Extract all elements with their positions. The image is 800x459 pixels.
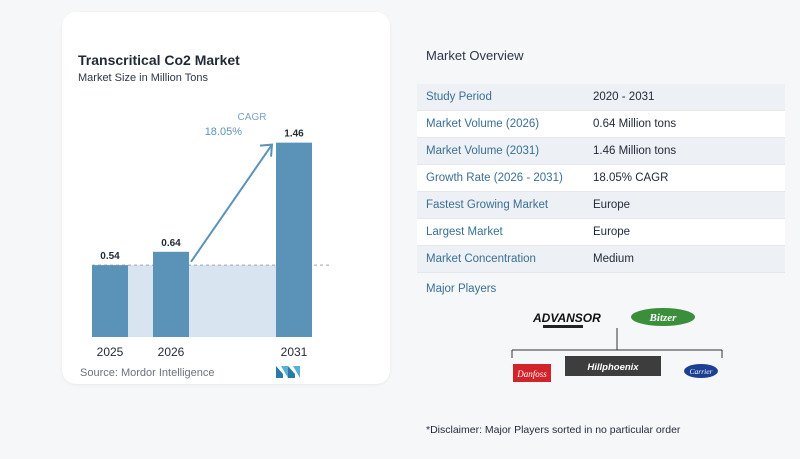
mordor-intelligence-logo-icon xyxy=(276,366,300,378)
cagr-value: 18.05% xyxy=(205,126,243,138)
x-tick-label: 2025 xyxy=(97,345,124,359)
overview-row-value: 18.05% CAGR xyxy=(593,172,669,184)
overview-row-key: Market Volume (2026) xyxy=(426,118,540,130)
overview-row-key: Study Period xyxy=(426,91,492,103)
overview-row: Growth Rate (2026 - 2031) 18.05% CAGR xyxy=(417,165,785,192)
bitzer-logo: Bitzer xyxy=(631,308,695,326)
x-tick-label: 2031 xyxy=(281,345,308,359)
danfoss-logo: Danfoss xyxy=(513,364,551,382)
bitzer-logo-text: Bitzer xyxy=(649,312,678,324)
advansor-logo-text: ADVANSOR xyxy=(532,311,601,325)
bar-2025 xyxy=(92,265,128,337)
source-note: Source: Mordor Intelligence xyxy=(80,367,215,379)
overview-title: Market Overview xyxy=(426,48,524,63)
hillphoenix-logo-text: Hillphoenix xyxy=(587,362,639,373)
cagr-arrow-head xyxy=(259,143,274,157)
bar-chart: 0.54 2025 0.64 2026 1.46 2031 CAGR 18.05% xyxy=(92,112,330,359)
x-tick-label: 2026 xyxy=(158,345,185,359)
players-title: Major Players xyxy=(426,283,497,295)
overview-row-key: Market Concentration xyxy=(426,253,536,265)
chart-subtitle: Market Size in Million Tons xyxy=(78,72,209,84)
baseline-band xyxy=(92,265,312,337)
overview-row-value: 1.46 Million tons xyxy=(593,145,677,157)
overview-row: Fastest Growing Market Europe xyxy=(417,192,785,219)
overview-row-value: Medium xyxy=(593,253,634,265)
data-label-2031: 1.46 xyxy=(284,129,304,140)
data-label-2025: 0.54 xyxy=(100,251,120,262)
data-label-2026: 0.64 xyxy=(161,238,181,249)
overview-row: Market Volume (2031) 1.46 Million tons xyxy=(417,138,785,165)
bar-2031 xyxy=(276,142,312,337)
overview-row: Market Volume (2026) 0.64 Million tons xyxy=(417,111,785,138)
bar-2026 xyxy=(153,251,189,337)
overview-row: Market Concentration Medium xyxy=(417,246,785,273)
advansor-logo: ADVANSOR xyxy=(532,311,601,328)
overview-row-key: Fastest Growing Market xyxy=(426,199,549,211)
overview-row: Study Period 2020 - 2031 xyxy=(417,84,785,111)
overview-row-value: 2020 - 2031 xyxy=(593,91,655,103)
overview-row-value: 0.64 Million tons xyxy=(593,118,677,130)
overview-row-key: Market Volume (2031) xyxy=(426,145,540,157)
overview-row-value: Europe xyxy=(593,199,631,211)
chart-title: Transcritical Co2 Market xyxy=(78,52,240,68)
carrier-logo: Carrier xyxy=(684,364,718,378)
overview-row-key: Growth Rate (2026 - 2031) xyxy=(426,172,563,184)
carrier-logo-text: Carrier xyxy=(690,367,713,376)
overview-row-key: Largest Market xyxy=(426,226,503,238)
hillphoenix-logo: Hillphoenix xyxy=(565,356,661,376)
cagr-arrow-line xyxy=(190,144,273,263)
cagr-label: CAGR xyxy=(238,112,267,123)
danfoss-logo-text: Danfoss xyxy=(516,369,547,379)
major-players-logos: ADVANSOR Bitzer Hillphoenix Danfoss Carr… xyxy=(511,308,723,382)
overview-row: Largest Market Europe xyxy=(417,219,785,246)
overview-row-value: Europe xyxy=(593,226,631,238)
overview-table: Study Period 2020 - 2031 Market Volume (20… xyxy=(417,84,785,273)
disclaimer: *Disclaimer: Major Players sorted in no … xyxy=(426,424,681,436)
